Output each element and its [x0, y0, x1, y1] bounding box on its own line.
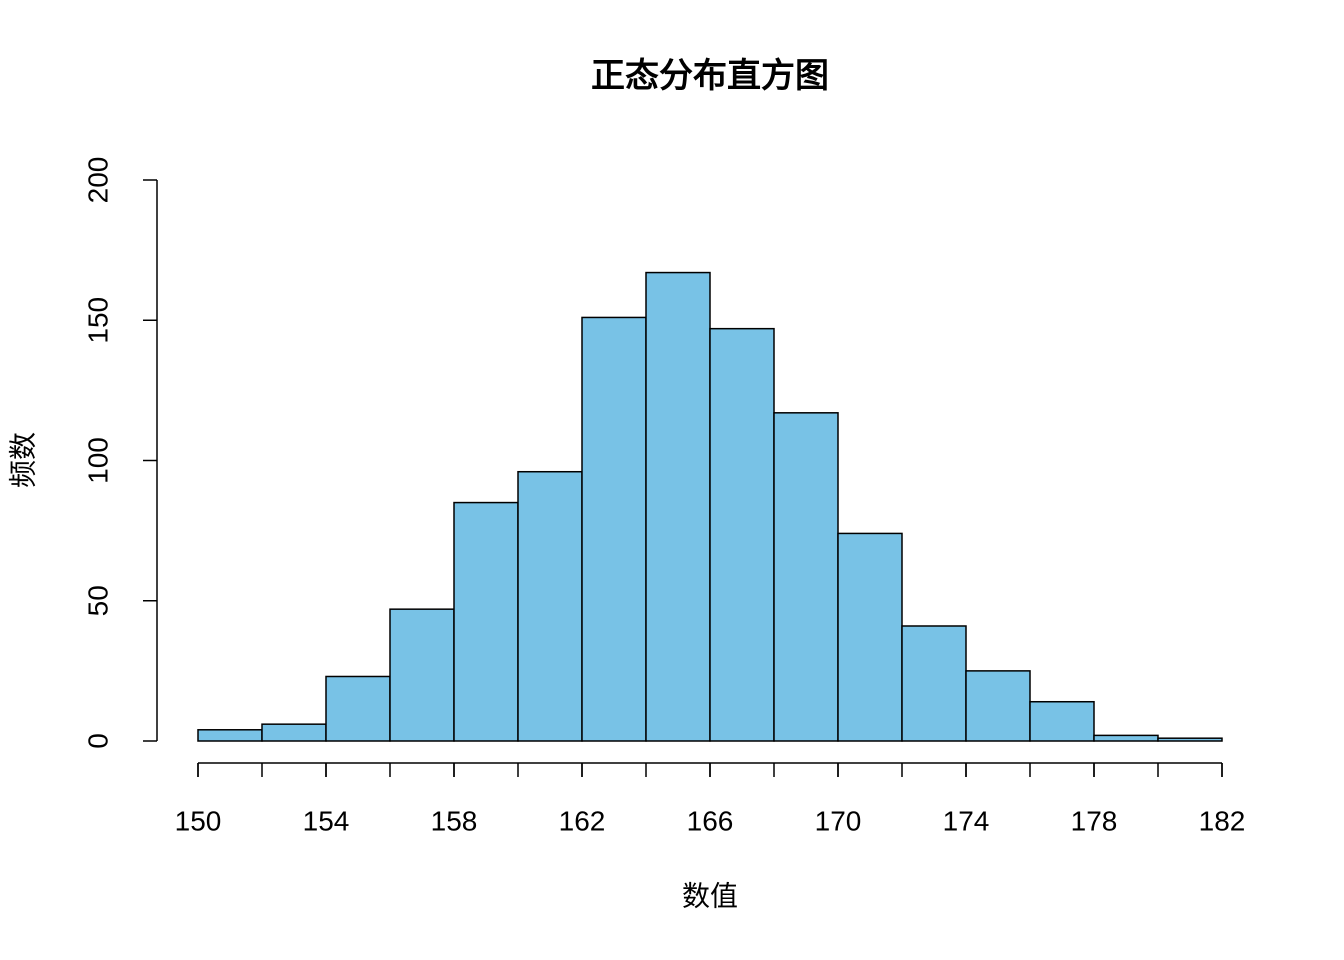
x-tick-label: 158	[431, 805, 478, 836]
x-tick-label: 150	[175, 805, 222, 836]
y-tick-label: 0	[82, 733, 113, 749]
x-tick-label: 166	[687, 805, 734, 836]
bar	[709, 327, 775, 742]
x-tick-label: 154	[303, 805, 350, 836]
x-axis-label: 数值	[682, 880, 738, 911]
x-tick-label: 170	[815, 805, 862, 836]
bar	[453, 501, 519, 742]
bar	[1093, 734, 1159, 742]
bar	[1157, 737, 1223, 742]
x-tick-label: 182	[1199, 805, 1246, 836]
bar	[517, 470, 583, 742]
bar	[773, 412, 839, 742]
x-tick-label: 174	[943, 805, 990, 836]
y-axis-label: 频数	[7, 432, 38, 488]
bar	[389, 608, 455, 742]
bar	[1029, 700, 1095, 742]
y-tick-label: 100	[82, 437, 113, 484]
y-tick-label: 50	[82, 585, 113, 616]
bar	[197, 729, 263, 742]
bar	[261, 723, 327, 742]
bar	[965, 670, 1031, 742]
bar	[901, 625, 967, 742]
y-tick-label: 150	[82, 297, 113, 344]
y-tick-label: 200	[82, 157, 113, 204]
x-tick-label: 162	[559, 805, 606, 836]
bar	[837, 532, 903, 742]
chart-title: 正态分布直方图	[591, 57, 829, 95]
bar	[645, 271, 711, 742]
x-tick-label: 178	[1071, 805, 1118, 836]
bar	[581, 316, 647, 742]
bar	[325, 675, 391, 742]
